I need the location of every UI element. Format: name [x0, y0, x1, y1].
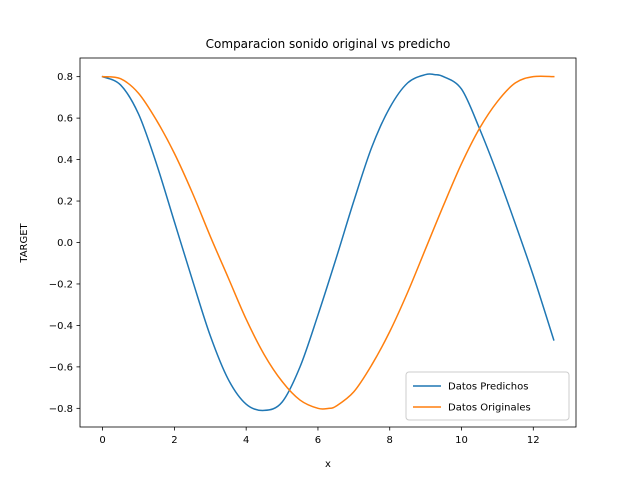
y-tick-label: 0.8	[57, 72, 73, 83]
legend-box	[405, 371, 570, 421]
x-axis-ticks: 0 2 4 6 8 10 12	[99, 427, 540, 446]
x-axis-label: x	[325, 459, 331, 470]
y-tick-label: 0.0	[57, 238, 73, 249]
x-tick-label: 2	[171, 435, 177, 446]
y-tick-label: −0.2	[49, 279, 73, 290]
x-tick-label: 4	[243, 435, 249, 446]
legend-label: Datos Predichos	[448, 382, 528, 393]
series-line-datos-predichos	[101, 73, 555, 412]
x-tick-label: 0	[99, 435, 105, 446]
plot-frame	[79, 57, 577, 428]
y-tick-label: 0.6	[57, 114, 73, 125]
y-axis-label: TARGET	[19, 222, 30, 263]
series-line-datos-originales	[101, 75, 555, 410]
y-tick-label: 0.2	[57, 197, 73, 208]
series-lines	[101, 73, 555, 412]
y-tick-label: 0.4	[57, 155, 73, 166]
x-tick-label: 12	[527, 435, 540, 446]
legend: Datos Predichos Datos Originales	[405, 371, 570, 421]
y-axis-ticks: −0.8 −0.6 −0.4 −0.2 0.0 0.2 0.4 0.6 0.8	[49, 72, 80, 415]
x-tick-label: 10	[455, 435, 468, 446]
y-tick-label: −0.6	[49, 362, 73, 373]
x-tick-label: 6	[315, 435, 321, 446]
x-tick-label: 8	[387, 435, 393, 446]
y-tick-label: −0.4	[49, 321, 73, 332]
chart-title: Comparacion sonido original vs predicho	[206, 37, 451, 51]
y-tick-label: −0.8	[49, 404, 73, 415]
legend-label: Datos Originales	[448, 403, 531, 414]
